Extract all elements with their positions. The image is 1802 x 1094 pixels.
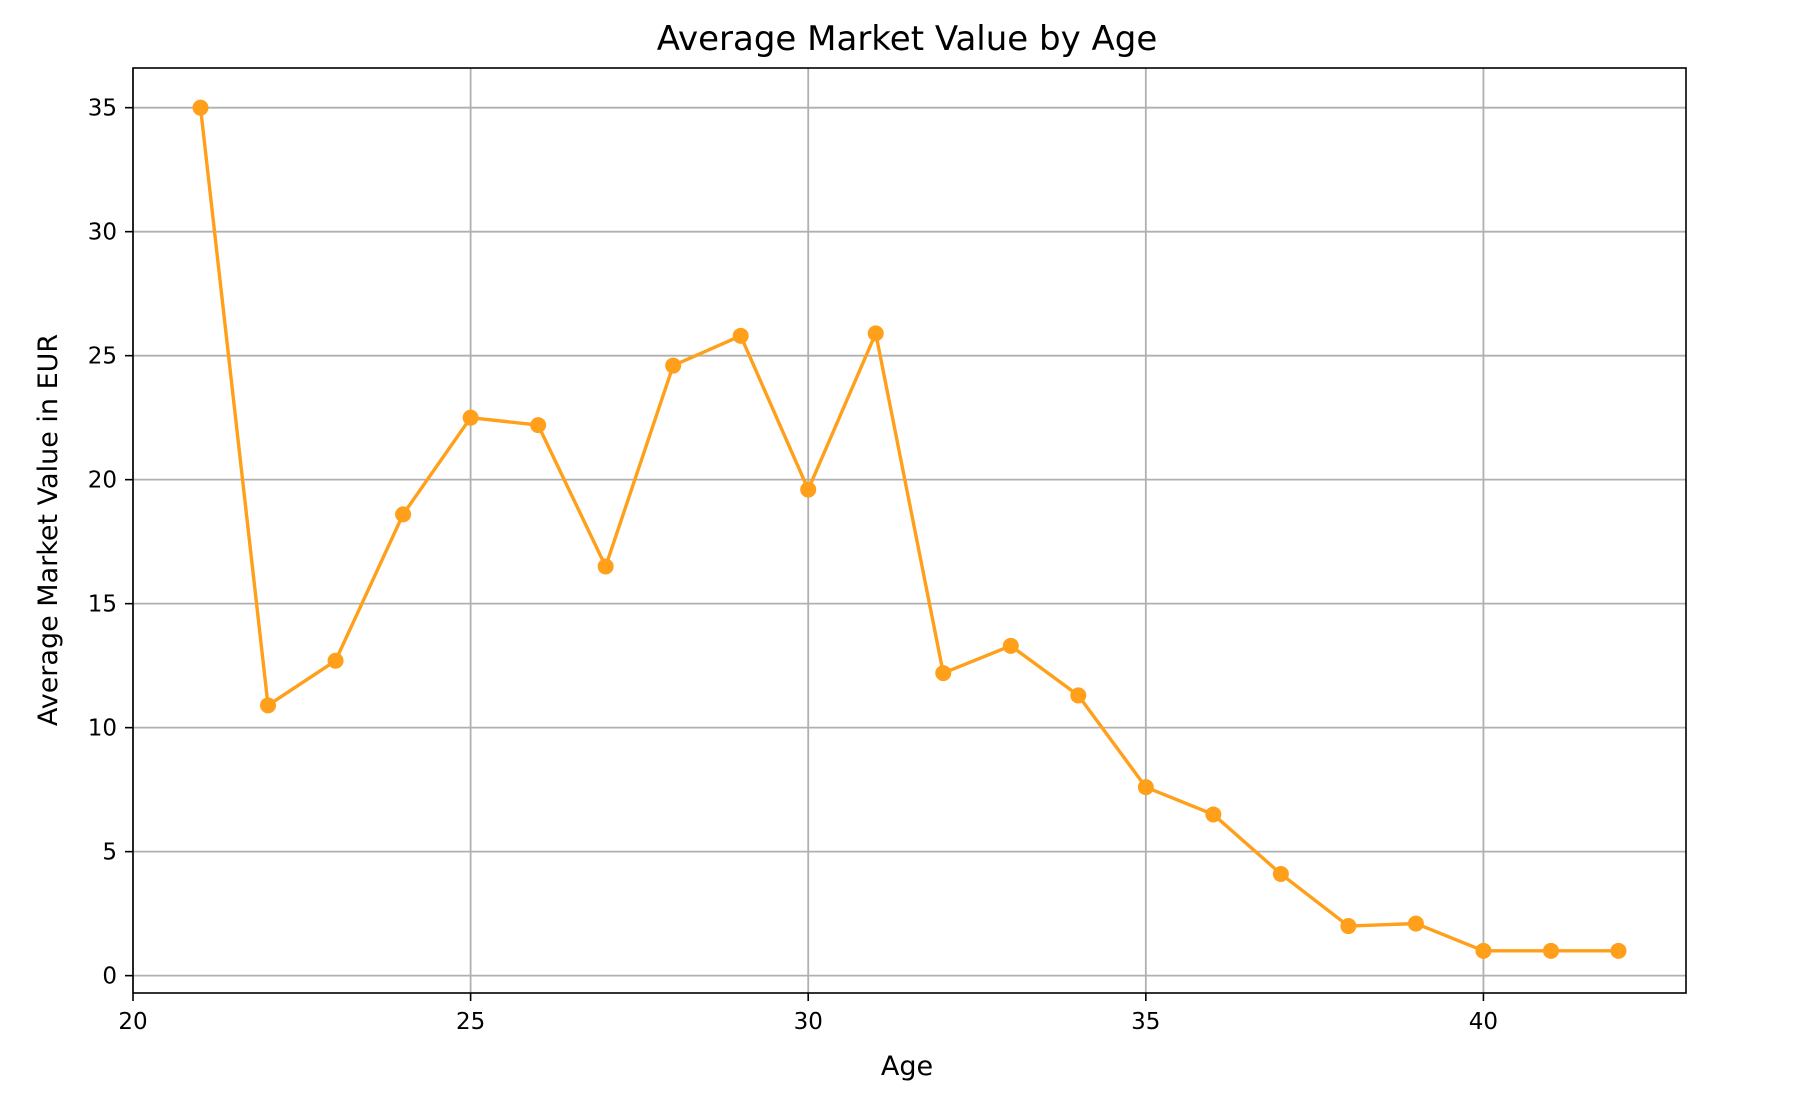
y-axis-label: Average Market Value in EUR — [33, 334, 64, 726]
series-line — [198, 105, 1621, 953]
plot-frame — [132, 67, 1687, 994]
data-point — [1475, 942, 1492, 959]
x-tick-label: 30 — [794, 1009, 823, 1035]
x-axis-label: Age — [881, 1051, 933, 1082]
data-point — [800, 481, 817, 498]
data-point — [597, 558, 614, 575]
x-tick-label: 25 — [456, 1009, 485, 1035]
data-point — [732, 327, 749, 344]
data-point — [1407, 915, 1424, 932]
data-point — [1340, 918, 1357, 935]
data-point — [530, 417, 547, 434]
y-tick-label: 25 — [88, 344, 117, 370]
y-tick-label: 0 — [102, 964, 117, 990]
y-tick-label: 15 — [88, 592, 117, 618]
data-point — [1542, 942, 1559, 959]
data-point — [1070, 687, 1087, 704]
y-tick-label: 10 — [88, 716, 117, 742]
x-tick-label: 20 — [118, 1009, 147, 1035]
data-point — [935, 665, 952, 682]
data-point — [1610, 942, 1627, 959]
chart-title: Average Market Value by Age — [657, 19, 1158, 59]
grid-lines — [132, 68, 1686, 993]
y-tick-label: 5 — [102, 840, 117, 866]
data-point — [327, 652, 344, 669]
data-point — [867, 325, 884, 342]
data-point — [462, 409, 479, 426]
data-point — [1272, 865, 1289, 882]
y-tick-label: 30 — [88, 220, 117, 246]
data-point — [665, 357, 682, 374]
data-point — [395, 506, 412, 523]
x-axis-ticks: 20 25 30 35 40 — [118, 993, 1498, 1035]
data-point — [1002, 637, 1019, 654]
y-tick-label: 35 — [88, 96, 117, 122]
x-tick-label: 40 — [1469, 1009, 1498, 1035]
data-series — [192, 99, 1627, 959]
data-point — [1137, 779, 1154, 796]
y-axis-ticks: 0 5 10 15 20 25 30 35 — [88, 96, 133, 990]
data-point — [192, 99, 209, 116]
x-tick-label: 35 — [1131, 1009, 1160, 1035]
y-tick-label: 20 — [88, 468, 117, 494]
data-point — [1205, 806, 1222, 823]
data-point — [260, 697, 277, 714]
